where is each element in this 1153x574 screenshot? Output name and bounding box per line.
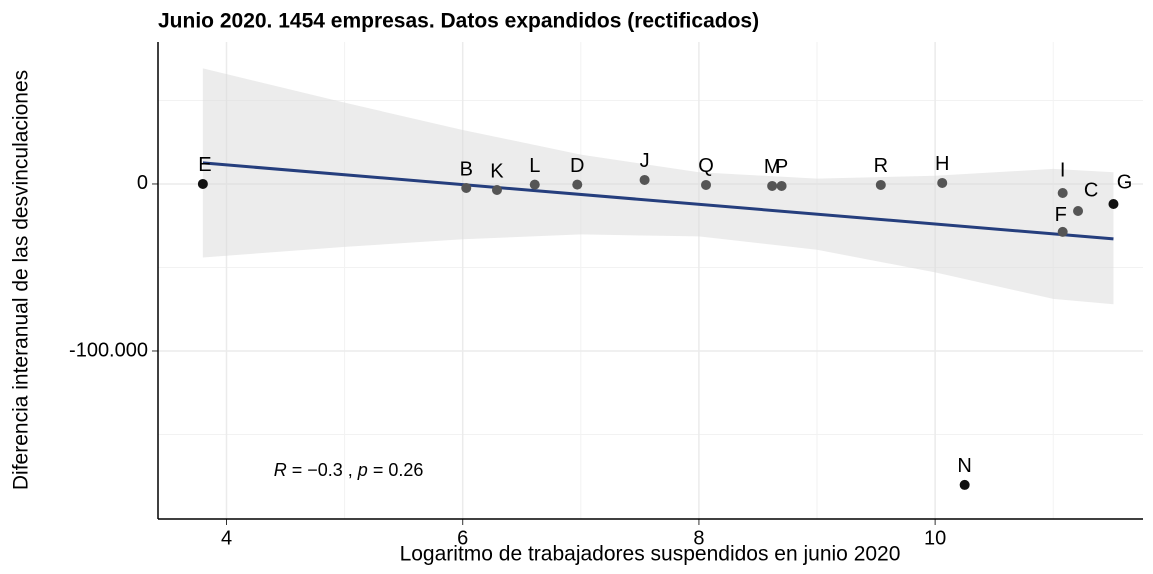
- point-label: E: [198, 154, 211, 176]
- annotation-part: = 0.26: [368, 460, 424, 480]
- fit-line: [202, 161, 1114, 241]
- confidence-band: [202, 68, 1114, 305]
- annotation-part: R: [274, 460, 287, 480]
- point: [701, 179, 712, 190]
- point-label: L: [529, 155, 540, 177]
- chart-title: Junio 2020. 1454 empresas. Datos expandi…: [158, 10, 759, 33]
- point-label: N: [957, 455, 971, 477]
- x-tick-label: 10: [924, 527, 946, 549]
- point: [776, 180, 787, 191]
- point-label: R: [874, 155, 888, 177]
- y-tick-label: -100.000: [69, 339, 148, 361]
- point-label: B: [460, 158, 473, 180]
- point-label: G: [1117, 171, 1133, 193]
- point: [461, 182, 472, 193]
- point-label: K: [490, 160, 504, 182]
- point: [937, 177, 948, 188]
- annotation-part: p: [357, 460, 368, 480]
- y-tick-label: 0: [137, 172, 148, 194]
- point-label: P: [775, 156, 788, 178]
- point-label: D: [570, 155, 584, 177]
- x-tick-label: 8: [693, 527, 704, 549]
- x-tick-label: 4: [221, 527, 232, 549]
- x-axis-label: Logaritmo de trabajadores suspendidos en…: [400, 543, 901, 566]
- point: [197, 178, 208, 189]
- point-label: I: [1060, 159, 1066, 181]
- point: [875, 179, 886, 190]
- point: [959, 479, 970, 490]
- point: [639, 174, 650, 185]
- point-label: H: [935, 153, 949, 175]
- point: [572, 179, 583, 190]
- point: [529, 179, 540, 190]
- x-tick-label: 6: [457, 527, 468, 549]
- annotation-part: = −0.3 ,: [287, 460, 358, 480]
- point: [767, 180, 778, 191]
- point: [1108, 199, 1119, 210]
- point: [1057, 226, 1068, 237]
- point-label: C: [1084, 179, 1098, 201]
- point-label: M: [764, 156, 781, 178]
- point-label: J: [640, 150, 650, 172]
- point-label: F: [1055, 204, 1067, 226]
- point: [491, 184, 502, 195]
- point-label: Q: [698, 155, 714, 177]
- annotation: R = −0.3 , p = 0.26: [274, 460, 424, 480]
- y-axis-label: Diferencia interanual de las desvinculac…: [10, 70, 33, 490]
- point: [1057, 187, 1068, 198]
- point: [1073, 206, 1084, 217]
